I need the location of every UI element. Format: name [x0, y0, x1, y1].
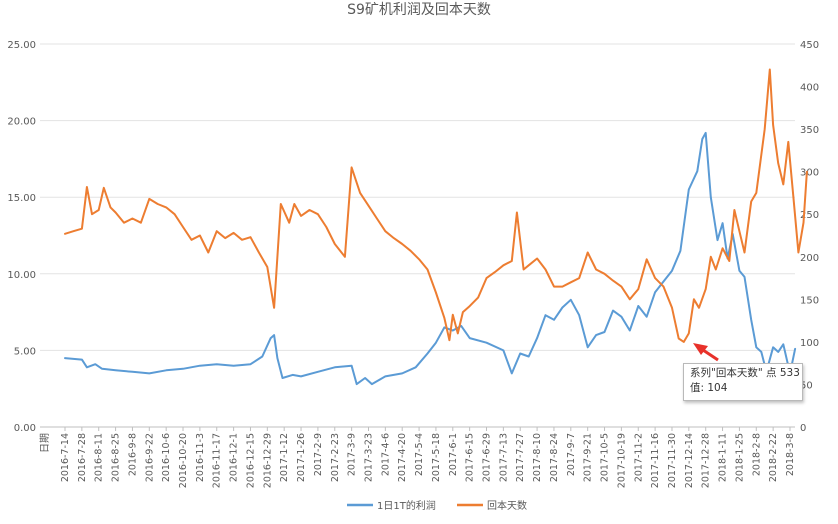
legend: 1日1T的利润 回本天数: [347, 499, 527, 512]
right-tick-label: 150: [800, 295, 819, 306]
x-tick-label: 2018-2-8: [751, 433, 762, 476]
x-tick-label: 2016-9-22: [144, 433, 155, 482]
chart-title: S9矿机利润及回本天数: [347, 2, 491, 18]
x-tick-label: 2017-1-26: [296, 433, 307, 482]
x-tick-label: 2016-8-11: [94, 433, 105, 482]
right-axis: 0 50 100 150 200 250 300 350 400 450: [800, 40, 819, 434]
x-tick-label: 2017-4-6: [380, 433, 391, 476]
x-tick-label: 2017-12-28: [701, 433, 712, 488]
x-tick-label: 2017-2-9: [313, 433, 324, 476]
x-tick-label: 2017-11-2: [633, 433, 644, 482]
left-tick-label: 0.00: [14, 423, 36, 434]
x-tick-label: 2018-1-11: [718, 433, 729, 482]
x-tick-label: 2017-3-23: [363, 433, 374, 482]
x-tick-label: 2017-11-30: [667, 433, 678, 488]
x-tick-label: 2017-8-10: [532, 433, 543, 482]
x-tick-label: 2016-11-17: [212, 433, 223, 488]
x-tick-label: 2018-1-25: [734, 433, 745, 482]
right-tick-label: 350: [800, 125, 819, 136]
x-tick-label: 2017-9-21: [583, 433, 594, 482]
x-tick-label: 2016-11-3: [195, 433, 206, 482]
left-tick-label: 5.00: [14, 346, 36, 357]
x-tick-label: 2016-12-1: [229, 433, 240, 482]
series-layer: [64, 68, 808, 386]
x-tick-label: 2018-3-8: [785, 433, 796, 476]
x-tick-label: 2016-7-28: [77, 433, 88, 482]
right-tick-label: 400: [800, 83, 819, 94]
x-tick-label: 2017-12-14: [684, 433, 695, 488]
legend-label: 回本天数: [487, 499, 527, 512]
left-axis: 0.00 5.00 10.00 15.00 20.00 25.00: [7, 40, 36, 434]
x-tick-label: 2016-7-14: [60, 433, 71, 482]
x-tick-label: 2018-2-22: [768, 433, 779, 482]
profit-series-line: [64, 131, 797, 386]
x-tick-label: 2017-5-4: [414, 433, 425, 476]
x-tick-label: 2017-6-29: [482, 433, 493, 482]
x-tick-label: 2017-9-7: [566, 433, 577, 476]
payback-days-series-line: [64, 68, 808, 343]
x-tick-label: 2017-1-12: [279, 433, 290, 482]
x-tick-label: 2016-8-25: [111, 433, 122, 482]
tooltip-arrow: [693, 343, 719, 362]
right-tick-label: 0: [800, 423, 806, 434]
left-tick-label: 25.00: [7, 40, 36, 51]
x-tick-label: 2017-8-24: [549, 433, 560, 482]
right-tick-label: 300: [800, 168, 819, 179]
x-tick-label: 2017-2-23: [330, 433, 341, 482]
tooltip-series-point: 系列"回本天数" 点 533: [690, 367, 800, 379]
x-tick-label: 2017-6-15: [465, 433, 476, 482]
x-tick-label: 2017-4-20: [397, 433, 408, 482]
left-tick-label: 15.00: [7, 193, 36, 204]
x-tick-label: 2016-10-6: [161, 433, 172, 482]
x-tick-label: 2017-6-1: [448, 433, 459, 476]
right-tick-label: 450: [800, 40, 819, 51]
right-tick-label: 50: [800, 380, 813, 391]
x-axis-label: 日期: [39, 433, 51, 453]
arrow-head: [693, 343, 708, 355]
data-point-tooltip: 系列"回本天数" 点 533 值: 104: [683, 363, 803, 401]
left-tick-label: 20.00: [7, 117, 36, 128]
right-tick-label: 250: [800, 210, 819, 221]
x-tick-label: 2016-9-8: [127, 433, 138, 476]
x-tick-label: 2017-3-9: [347, 433, 358, 476]
tooltip-value: 值: 104: [690, 382, 728, 394]
x-axis: 2016-7-14 2016-7-28 2016-8-11 2016-8-25 2016…: [39, 427, 796, 488]
right-tick-label: 100: [800, 338, 819, 349]
left-tick-label: 10.00: [7, 270, 36, 281]
x-tick-label: 2017-10-5: [600, 433, 611, 482]
x-tick-label: 2016-12-15: [245, 433, 256, 488]
legend-label: 1日1T的利润: [377, 499, 436, 512]
right-tick-label: 200: [800, 253, 819, 264]
x-tick-label: 2017-11-16: [650, 433, 661, 488]
x-tick-label: 2016-10-20: [178, 433, 189, 488]
gridlines: [40, 43, 795, 428]
x-tick-label: 2017-10-19: [616, 433, 627, 488]
x-tick-label: 2017-7-13: [498, 433, 509, 482]
x-tick-label: 2017-5-18: [431, 433, 442, 482]
x-tick-label: 2016-12-29: [262, 433, 273, 488]
x-tick-label: 2017-7-27: [515, 433, 526, 482]
